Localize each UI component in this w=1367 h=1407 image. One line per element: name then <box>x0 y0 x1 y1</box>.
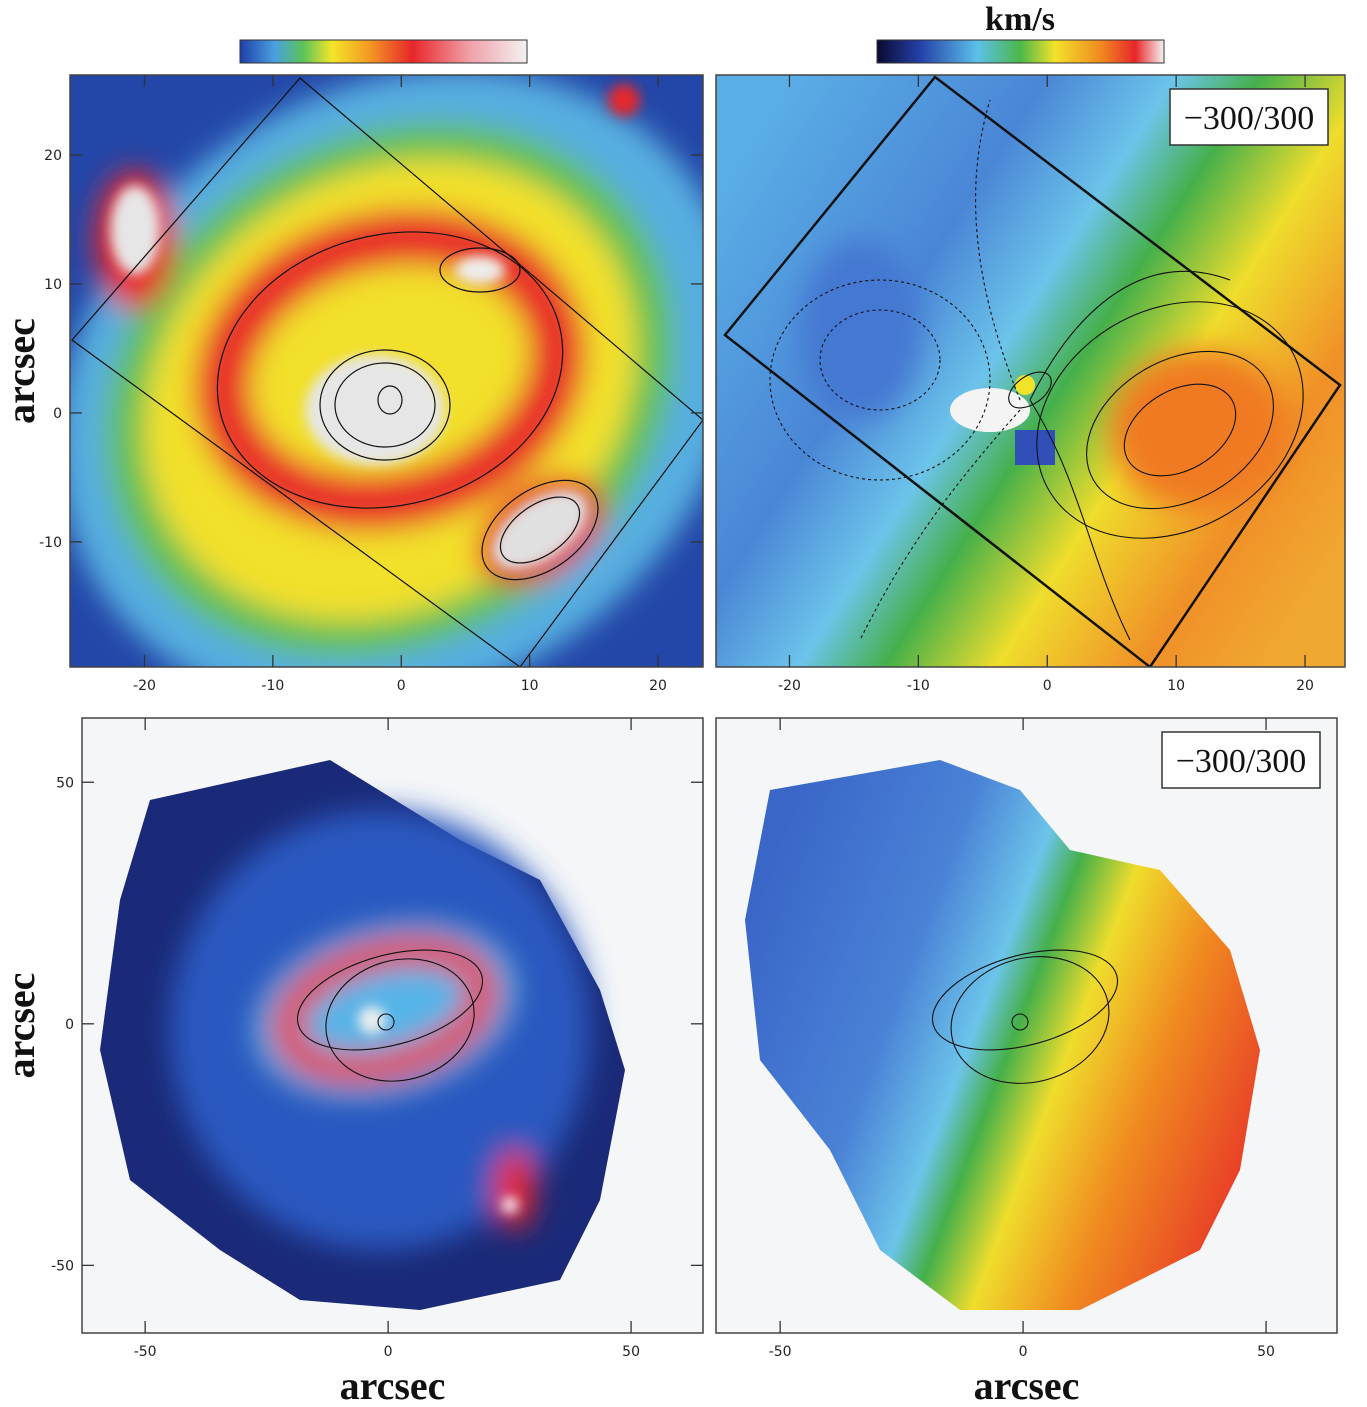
x-tick-label: 0 <box>384 1344 393 1360</box>
velocity-map <box>716 75 1345 667</box>
colorbar <box>239 39 528 64</box>
panel-frame <box>81 717 704 1334</box>
velocity-map <box>716 718 1337 1333</box>
x-tick-label: -10 <box>907 678 930 694</box>
x-tick-label: 20 <box>1296 678 1314 694</box>
x-tick-label: 10 <box>521 678 539 694</box>
x-tick-label: 0 <box>1019 1344 1028 1360</box>
panel-frame <box>69 74 704 668</box>
y-axis-label: arcsec <box>0 973 43 1079</box>
panel-frame <box>715 717 1338 1334</box>
y-tick-label: 0 <box>65 1017 74 1033</box>
colorbar <box>876 39 1165 64</box>
x-tick-label: 50 <box>1257 1344 1275 1360</box>
x-tick-label: 50 <box>622 1344 640 1360</box>
x-tick-label: -20 <box>133 678 156 694</box>
y-tick-label: 0 <box>53 406 62 422</box>
x-tick-label: 0 <box>397 678 406 694</box>
x-tick-label: 0 <box>1043 678 1052 694</box>
y-tick-label: 50 <box>56 775 74 791</box>
x-tick-label: 20 <box>649 678 667 694</box>
box-label: −300/300 <box>1176 743 1307 780</box>
label-box <box>1161 731 1321 789</box>
x-tick-label: -50 <box>769 1344 792 1360</box>
x-axis-label: arcsec <box>974 1363 1080 1407</box>
box-label: −300/300 <box>1184 100 1315 137</box>
x-tick-label: -20 <box>778 678 801 694</box>
x-tick-label: 10 <box>1167 678 1185 694</box>
label-box <box>1169 88 1329 146</box>
panel-frame <box>715 74 1346 668</box>
y-tick-label: 10 <box>44 277 62 293</box>
intensity-map <box>70 75 703 667</box>
x-axis-label: arcsec <box>340 1363 446 1407</box>
y-tick-label: -10 <box>39 535 62 551</box>
x-tick-label: -10 <box>261 678 284 694</box>
y-tick-label: -50 <box>51 1258 74 1274</box>
y-tick-label: 20 <box>44 148 62 164</box>
y-axis-label: arcsec <box>0 318 43 424</box>
x-tick-label: -50 <box>134 1344 157 1360</box>
colorbar-label: km/s <box>985 1 1055 38</box>
intensity-map <box>82 718 703 1333</box>
